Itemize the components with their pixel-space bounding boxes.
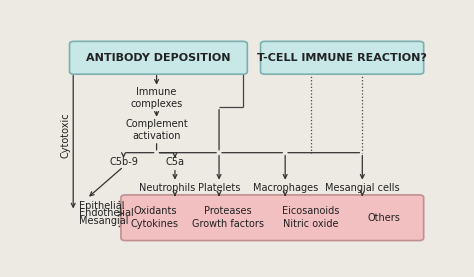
Text: Macrophages: Macrophages	[253, 183, 318, 193]
Text: Complement
activation: Complement activation	[125, 119, 188, 142]
Text: Others: Others	[367, 213, 401, 223]
Text: Endothelial: Endothelial	[80, 209, 134, 219]
Text: T-CELL IMMUNE REACTION?: T-CELL IMMUNE REACTION?	[257, 53, 427, 63]
FancyBboxPatch shape	[70, 41, 247, 74]
Text: Immune
complexes: Immune complexes	[130, 87, 182, 109]
Text: ANTIBODY DEPOSITION: ANTIBODY DEPOSITION	[86, 53, 231, 63]
Text: Platelets: Platelets	[198, 183, 240, 193]
FancyBboxPatch shape	[261, 41, 424, 74]
Text: Oxidants
Cytokines: Oxidants Cytokines	[131, 206, 179, 229]
Text: Proteases
Growth factors: Proteases Growth factors	[192, 206, 264, 229]
Text: Mesangial: Mesangial	[80, 216, 129, 226]
Text: Epithelial: Epithelial	[80, 201, 125, 211]
Text: C5b-9: C5b-9	[109, 157, 138, 167]
FancyBboxPatch shape	[121, 195, 424, 240]
Text: C5a: C5a	[165, 157, 184, 167]
Text: Cytotoxic: Cytotoxic	[61, 113, 71, 158]
Text: Mesangial cells: Mesangial cells	[325, 183, 400, 193]
Text: Eicosanoids
Nitric oxide: Eicosanoids Nitric oxide	[282, 206, 339, 229]
Text: Neutrophils: Neutrophils	[139, 183, 196, 193]
